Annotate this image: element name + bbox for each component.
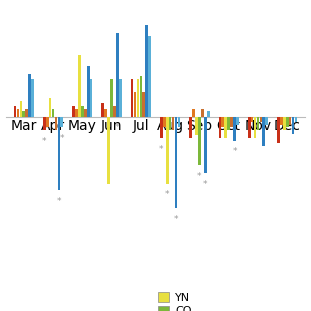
Bar [131,79,133,117]
Bar [283,117,285,130]
Bar [172,117,174,130]
Text: *: * [42,137,47,146]
Bar [221,117,224,128]
Bar [90,79,92,117]
Bar [134,92,136,117]
Bar [178,117,180,128]
Text: *: * [159,145,164,154]
Bar [289,117,291,125]
Legend: YN, CQ, wGX: YN, CQ, wGX [158,292,200,311]
Bar [60,117,63,128]
Bar [31,79,34,117]
Bar [175,117,177,208]
Bar [107,117,110,184]
Bar [113,106,116,117]
Bar [163,117,166,128]
Bar [116,34,119,117]
Bar [81,106,84,117]
Bar [201,109,204,117]
Bar [16,109,19,117]
Bar [52,109,54,117]
Text: *: * [115,123,120,132]
Bar [248,117,251,138]
Bar [233,117,236,141]
Bar [110,79,113,117]
Bar [254,117,256,138]
Bar [142,92,145,117]
Bar [265,117,268,125]
Bar [137,79,139,117]
Bar [104,109,107,117]
Bar [189,117,192,138]
Bar [280,117,283,125]
Text: *: * [60,134,64,143]
Bar [22,111,25,117]
Bar [87,66,90,117]
Bar [198,117,201,165]
Bar [119,79,122,117]
Bar [227,117,230,130]
Bar [72,106,75,117]
Bar [166,117,169,184]
Bar [204,117,207,173]
Bar [55,117,57,130]
Bar [219,117,221,138]
Bar [26,109,28,117]
Bar [225,117,227,138]
Bar [78,55,81,117]
Bar [257,117,259,130]
Bar [259,117,262,122]
Text: *: * [57,197,61,206]
Bar [262,117,265,146]
Bar [58,117,60,190]
Bar [195,117,198,135]
Bar [295,117,297,122]
Text: *: * [232,147,237,156]
Bar [148,36,151,117]
Bar [14,106,16,117]
Text: *: * [174,215,178,224]
Bar [230,117,233,128]
Bar [20,100,22,117]
Bar [169,117,171,130]
Bar [49,98,52,117]
Bar [101,103,104,117]
Bar [75,109,78,117]
Bar [207,111,210,117]
Bar [43,117,46,130]
Bar [277,117,280,143]
Bar [46,117,49,128]
Bar [292,117,295,134]
Bar [286,117,289,128]
Bar [251,117,253,122]
Bar [236,117,239,125]
Bar [145,26,148,117]
Bar [84,109,86,117]
Bar [160,117,163,138]
Bar [140,77,142,117]
Text: *: * [165,190,169,199]
Bar [28,74,31,117]
Text: *: * [203,180,207,189]
Text: *: * [197,172,202,181]
Bar [192,109,195,117]
